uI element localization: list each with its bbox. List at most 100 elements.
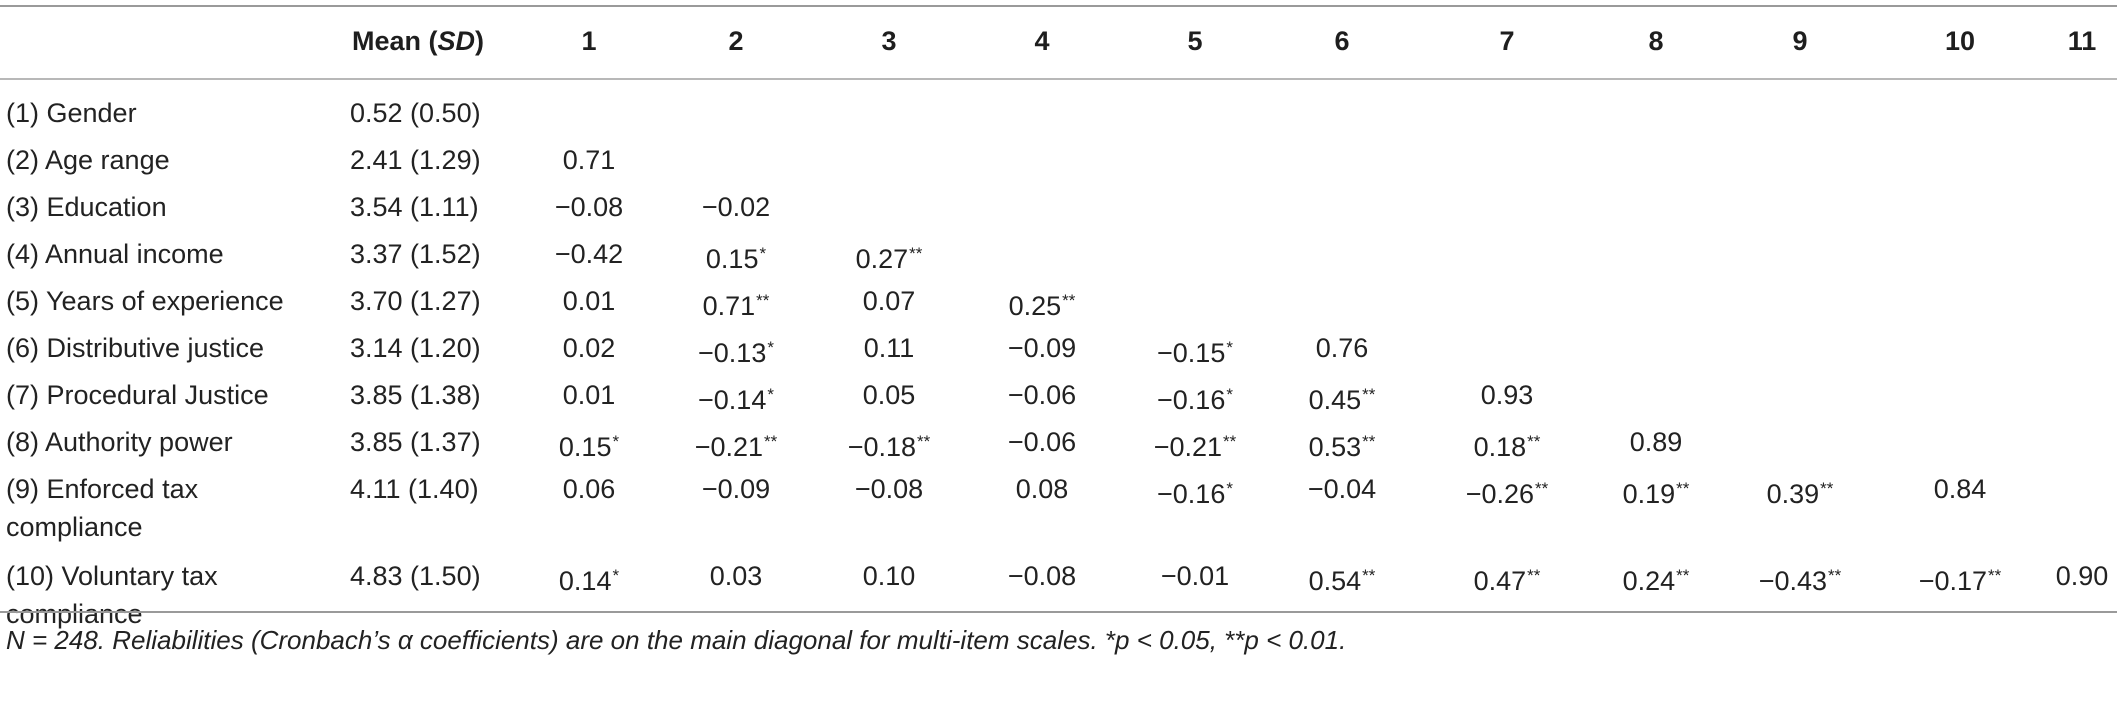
table-top-rule xyxy=(0,5,2117,7)
correlation-cell: 0.84 xyxy=(1934,470,1987,508)
correlation-value: 0.05 xyxy=(862,380,916,410)
correlation-value: 0.76 xyxy=(1315,333,1369,363)
correlation-cell: 0.11 xyxy=(864,329,915,367)
correlation-cell: 0.39** xyxy=(1767,470,1834,513)
correlation-value: 0.27 xyxy=(855,244,909,274)
correlation-cell: −0.06 xyxy=(1008,423,1076,461)
correlation-cell: −0.14* xyxy=(698,376,774,419)
correlation-cell: 0.15* xyxy=(706,235,766,278)
column-header-3: 3 xyxy=(881,26,897,56)
correlation-value: 0.90 xyxy=(2055,561,2109,591)
correlation-cell: 0.27** xyxy=(856,235,923,278)
correlation-cell: 0.19** xyxy=(1623,470,1690,513)
row-mean-sd: 3.14 (1.20) xyxy=(350,333,481,363)
correlation-value: 0.11 xyxy=(863,333,915,363)
header-divider xyxy=(0,78,2117,80)
column-header-7: 7 xyxy=(1499,26,1515,56)
row-mean-sd: 4.11 (1.40) xyxy=(350,474,479,504)
correlation-value: −0.08 xyxy=(554,192,624,222)
row-label: (5) Years of experience xyxy=(6,286,284,316)
correlation-value: 0.08 xyxy=(1015,474,1069,504)
correlation-value: 0.14 xyxy=(558,566,612,596)
correlation-cell: −0.16* xyxy=(1157,470,1233,513)
significance-marker: ** xyxy=(1062,291,1076,310)
row-mean-sd: 3.85 (1.38) xyxy=(350,380,481,410)
significance-marker: * xyxy=(759,244,767,263)
correlation-value: −0.16 xyxy=(1157,479,1226,509)
correlation-value: −0.09 xyxy=(1007,333,1077,363)
correlation-cell: 0.71 xyxy=(563,141,616,179)
row-mean-sd: 3.54 (1.11) xyxy=(350,192,479,222)
correlation-cell: −0.01 xyxy=(1161,557,1229,595)
correlation-value: −0.06 xyxy=(1007,380,1077,410)
correlation-cell: 0.02 xyxy=(563,329,616,367)
significance-marker: ** xyxy=(756,291,770,310)
correlation-value: −0.42 xyxy=(554,239,624,269)
correlation-value: 0.45 xyxy=(1308,385,1362,415)
correlation-value: −0.21 xyxy=(694,432,764,462)
correlation-cell: −0.08 xyxy=(855,470,923,508)
correlation-value: 0.71 xyxy=(562,145,616,175)
correlation-cell: 0.25** xyxy=(1009,282,1076,325)
correlation-cell: 0.08 xyxy=(1016,470,1069,508)
correlation-cell: −0.09 xyxy=(702,470,770,508)
correlation-value: −0.18 xyxy=(847,432,917,462)
row-label: (6) Distributive justice xyxy=(6,333,265,363)
significance-marker: ** xyxy=(1362,385,1376,404)
correlation-value: −0.16 xyxy=(1157,385,1226,415)
correlation-value: 0.18 xyxy=(1473,432,1527,462)
significance-marker: ** xyxy=(1527,432,1541,451)
correlation-value: 0.53 xyxy=(1308,432,1362,462)
correlation-cell: −0.15* xyxy=(1157,329,1233,372)
correlation-value: 0.25 xyxy=(1008,291,1062,321)
correlation-value: 0.19 xyxy=(1622,479,1676,509)
correlation-cell: −0.13* xyxy=(698,329,774,372)
significance-marker: ** xyxy=(764,432,778,451)
row-label: (1) Gender xyxy=(6,98,137,128)
correlation-value: 0.89 xyxy=(1629,427,1683,457)
correlation-cell: 0.05 xyxy=(863,376,916,414)
significance-marker: ** xyxy=(1828,566,1842,585)
row-mean-sd: 0.52 (0.50) xyxy=(350,98,481,128)
correlation-value: 0.47 xyxy=(1473,566,1527,596)
correlation-value: −0.08 xyxy=(854,474,924,504)
correlation-value: 0.02 xyxy=(562,333,616,363)
row-label: (9) Enforced tax compliance xyxy=(6,474,199,542)
significance-marker: ** xyxy=(1223,432,1237,451)
correlation-value: 0.10 xyxy=(862,561,916,591)
correlation-value: −0.04 xyxy=(1307,474,1377,504)
row-mean-sd: 4.83 (1.50) xyxy=(350,561,481,591)
column-header-4: 4 xyxy=(1034,26,1050,56)
correlation-cell: 0.24** xyxy=(1623,557,1690,600)
correlation-value: 0.93 xyxy=(1480,380,1534,410)
correlation-cell: 0.15* xyxy=(559,423,619,466)
correlation-value: −0.01 xyxy=(1160,561,1230,591)
correlation-cell: −0.04 xyxy=(1308,470,1376,508)
significance-marker: ** xyxy=(1988,566,2002,585)
correlation-cell: −0.06 xyxy=(1008,376,1076,414)
significance-marker: * xyxy=(1226,338,1233,357)
significance-marker: ** xyxy=(1676,566,1690,585)
correlation-cell: −0.17** xyxy=(1919,557,2002,600)
row-label: (2) Age range xyxy=(6,145,170,175)
correlation-cell: 0.07 xyxy=(863,282,916,320)
correlation-cell: 0.18** xyxy=(1474,423,1541,466)
correlation-value: 0.07 xyxy=(862,286,916,316)
correlation-cell: −0.43** xyxy=(1759,557,1842,600)
correlation-cell: 0.47** xyxy=(1474,557,1541,600)
correlation-value: 0.01 xyxy=(562,380,616,410)
significance-marker: * xyxy=(1226,479,1233,498)
column-header-1: 1 xyxy=(581,26,597,56)
significance-marker: ** xyxy=(917,432,931,451)
correlation-cell: −0.18** xyxy=(848,423,931,466)
correlation-value: −0.02 xyxy=(701,192,771,222)
table-note: N = 248. Reliabilities (Cronbach’s α coe… xyxy=(6,625,1347,655)
significance-marker: ** xyxy=(1362,432,1376,451)
correlation-cell: 0.01 xyxy=(563,282,616,320)
significance-marker: ** xyxy=(1535,479,1549,498)
correlation-cell: 0.89 xyxy=(1630,423,1683,461)
correlation-value: 0.84 xyxy=(1933,474,1987,504)
correlation-value: 0.01 xyxy=(562,286,616,316)
correlation-cell: 0.93 xyxy=(1481,376,1534,414)
correlation-value: 0.15 xyxy=(705,244,759,274)
